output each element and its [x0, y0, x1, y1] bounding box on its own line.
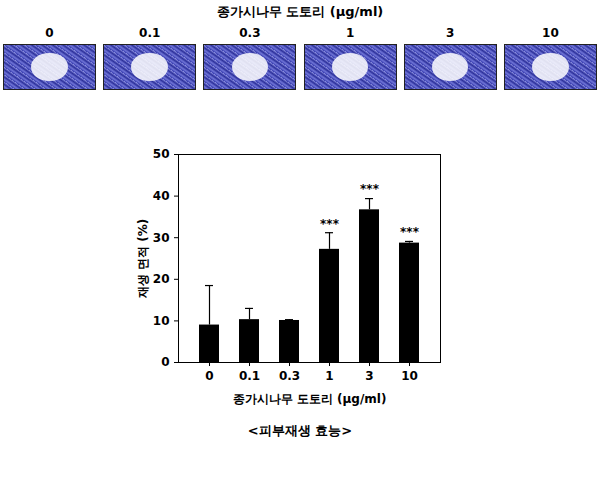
html-text:종가시나무 도토리 (μg/ml): 종가시나무 도토리 (μg/ml): [216, 4, 384, 19]
svg-text:10: 10: [401, 369, 418, 383]
html-text:3: 3: [446, 26, 455, 40]
svg-text:3: 3: [365, 369, 373, 383]
html-text:0.1: 0.1: [139, 26, 161, 40]
html-text:1: 1: [345, 26, 355, 40]
svg-text:10: 10: [153, 314, 170, 328]
svg-text:***: ***: [360, 182, 380, 196]
svg-text:30: 30: [153, 231, 170, 245]
svg-text:0: 0: [205, 369, 213, 383]
svg-text:종가시나무 도토리 (μg/ml): 종가시나무 도토리 (μg/ml): [233, 392, 387, 406]
svg-text:40: 40: [153, 189, 170, 203]
svg-text:50: 50: [153, 147, 170, 161]
svg-text:***: ***: [400, 225, 420, 239]
svg-text:0.1: 0.1: [239, 369, 260, 383]
html-text:0: 0: [45, 26, 54, 40]
svg-text:20: 20: [153, 272, 170, 286]
svg-text:***: ***: [320, 217, 340, 231]
svg-text:0: 0: [161, 355, 169, 369]
svg-text:1: 1: [325, 369, 333, 383]
svg-text:0.3: 0.3: [279, 369, 300, 383]
svg-text:재생 면적 (%): 재생 면적 (%): [136, 219, 150, 299]
html-text:<피부재생 효능>: <피부재생 효능>: [247, 423, 353, 438]
html-text:0.3: 0.3: [239, 26, 261, 40]
html-text:10: 10: [542, 26, 559, 40]
